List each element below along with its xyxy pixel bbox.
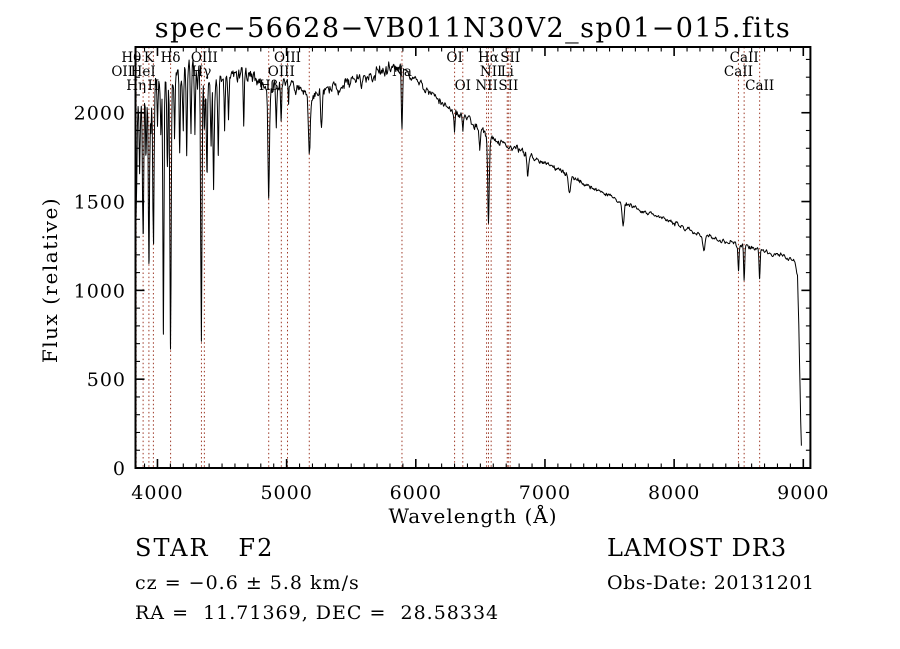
x-tick-label: 8000	[648, 482, 700, 504]
x-tick-label: 4000	[131, 482, 183, 504]
spectrum-path	[135, 59, 802, 446]
spectral-line-label: Hγ	[192, 64, 212, 80]
x-ticks	[143, 47, 805, 468]
spectral-line-label: Na	[392, 64, 412, 80]
spectral-line-label: Li	[501, 64, 515, 80]
spectral-line-label: Hα	[478, 50, 499, 66]
spectral-line-label: HeI	[131, 64, 156, 80]
y-tick-label: 500	[87, 369, 126, 391]
x-tick-label: 7000	[519, 482, 571, 504]
y-tick-label: 1000	[74, 280, 126, 302]
y-tick-label: 1500	[74, 192, 126, 214]
x-tick-labels: 4000 5000 6000 7000 8000 9000	[131, 482, 829, 504]
spectral-line-label: CaII	[730, 50, 759, 66]
plot-title: spec−56628−VB011N30V2_sp01−015.fits	[155, 13, 791, 44]
spectral-line-label: SII	[498, 78, 518, 94]
x-tick-label: 9000	[777, 482, 829, 504]
y-axis-label: Flux (relative)	[38, 197, 62, 363]
y-ticks	[135, 58, 811, 469]
y-tick-label: 0	[113, 458, 126, 480]
x-tick-label: 6000	[390, 482, 442, 504]
spectral-line-label: OIII	[191, 50, 218, 66]
spectral-line-label: OI	[446, 50, 462, 66]
ra-dec-text: RA = 11.71369, DEC = 28.58334	[135, 602, 499, 624]
spectral-line-label: OIII	[274, 50, 301, 66]
x-axis-label: Wavelength (Å)	[388, 503, 557, 528]
spectral-line-label: OII	[111, 64, 133, 80]
spectral-line-label: CaII	[745, 78, 774, 94]
spectral-line-label: Hδ	[161, 50, 181, 66]
spectral-line-label: Hβ	[259, 78, 279, 94]
y-tick-labels: 0 500 1000 1500 2000	[74, 103, 126, 480]
spectrum-trace	[135, 59, 802, 446]
obs-date-text: Obs-Date: 20131201	[607, 572, 815, 594]
spectral-line-markers	[135, 47, 761, 468]
spectral-line-label: H	[147, 78, 159, 94]
spectral-line-label: CaII	[724, 64, 753, 80]
plot-frame	[134, 46, 812, 469]
spectral-line-label: NII	[480, 64, 502, 80]
x-tick-label: 5000	[260, 482, 312, 504]
object-class-text: STAR F2	[135, 534, 274, 562]
spectral-line-label: OI	[455, 78, 471, 94]
spectral-line-label: OIII	[268, 64, 295, 80]
survey-release-text: LAMOST DR3	[607, 534, 787, 562]
spectral-line-label: NII	[475, 78, 497, 94]
spectral-line-label: SII	[500, 50, 520, 66]
radial-velocity-text: cz = −0.6 ± 5.8 km/s	[135, 572, 360, 594]
y-tick-label: 2000	[74, 103, 126, 125]
spectral-line-label: K	[144, 50, 155, 66]
